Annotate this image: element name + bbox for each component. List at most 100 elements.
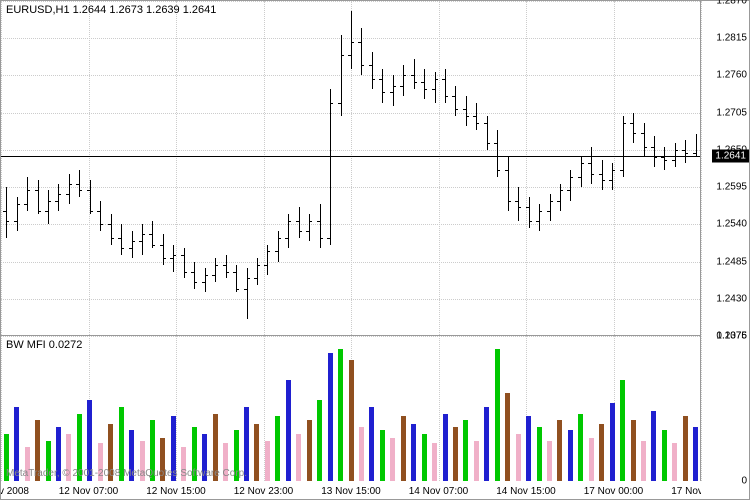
mfi-bar <box>380 430 385 481</box>
candle-close <box>38 211 41 212</box>
price-chart-panel[interactable]: EURUSD,H1 1.2644 1.2673 1.2639 1.2641 <box>1 1 701 336</box>
mfi-bar <box>338 349 343 481</box>
mfi-bar <box>557 420 562 481</box>
candle-close <box>508 201 511 202</box>
candle-open <box>223 265 226 266</box>
gridline-v <box>264 1 265 335</box>
candle-wick <box>466 96 467 126</box>
xaxis-label: 14 Nov 07:00 <box>409 486 469 497</box>
candle-open <box>118 238 121 239</box>
candle-wick <box>299 207 300 237</box>
candle-close <box>152 245 155 246</box>
candle-wick <box>184 248 185 278</box>
candle-close <box>393 86 396 87</box>
candle-close <box>539 211 542 212</box>
candle-open <box>348 55 351 56</box>
mfi-bar <box>401 416 406 481</box>
candle-wick <box>518 187 519 221</box>
mfi-bar <box>610 403 615 481</box>
candle-wick <box>320 204 321 248</box>
candle-wick <box>341 35 342 116</box>
candle-open <box>620 170 623 171</box>
xaxis: 11 Nov 200812 Nov 07:0012 Nov 15:0012 No… <box>1 479 701 499</box>
gridline-v <box>176 1 177 335</box>
candle-close <box>184 272 187 273</box>
candle-open <box>515 201 518 202</box>
candle-wick <box>424 69 425 99</box>
candle-open <box>254 278 257 279</box>
candle-wick <box>90 180 91 214</box>
candle-wick <box>633 113 634 143</box>
candle-open <box>693 153 696 154</box>
chart-title: EURUSD,H1 1.2644 1.2673 1.2639 1.2641 <box>6 4 216 16</box>
candle-open <box>557 201 560 202</box>
candle-close <box>90 211 93 212</box>
candle-wick <box>382 69 383 103</box>
candle-close <box>299 231 302 232</box>
candle-close <box>570 177 573 178</box>
candle-wick <box>570 170 571 200</box>
candle-open <box>682 150 685 151</box>
copyright-text: MetaTrader, © 2001-2008 MetaQuotes Softw… <box>6 468 247 479</box>
candle-close <box>372 79 375 80</box>
candle-close <box>602 180 605 181</box>
candle-open <box>327 238 330 239</box>
candle-close <box>205 275 208 276</box>
candle-wick <box>215 258 216 282</box>
price-ylabel: 1.2815 <box>716 33 747 44</box>
candle-wick <box>17 197 18 231</box>
mfi-ylabel: 0.1076 <box>716 331 747 342</box>
candle-wick <box>654 136 655 166</box>
candle-wick <box>664 147 665 171</box>
xaxis-label: 13 Nov 15:00 <box>321 486 381 497</box>
candle-close <box>560 190 563 191</box>
candle-wick <box>696 134 697 157</box>
mfi-bar <box>672 443 677 481</box>
mfi-bar <box>307 420 312 481</box>
candle-close <box>142 234 145 235</box>
mfi-bar <box>422 434 427 481</box>
candle-wick <box>623 116 624 177</box>
candle-wick <box>591 147 592 184</box>
candle-open <box>536 221 539 222</box>
xaxis-label: 12 Nov 23:00 <box>234 486 294 497</box>
candle-wick <box>100 201 101 231</box>
candle-open <box>66 194 69 195</box>
candle-open <box>212 275 215 276</box>
mfi-bar <box>631 420 636 481</box>
candle-open <box>390 92 393 93</box>
candle-wick <box>226 255 227 279</box>
mfi-chart-panel[interactable]: BW MFI 0.0272 MetaTrader, © 2001-2008 Me… <box>1 336 701 481</box>
candle-wick <box>330 89 331 245</box>
mfi-bar <box>317 400 322 481</box>
candle-close <box>6 221 9 222</box>
candle-close <box>612 170 615 171</box>
xaxis-label: 12 Nov 15:00 <box>146 486 206 497</box>
mfi-bar <box>474 441 479 481</box>
candle-close <box>48 201 51 202</box>
candle-wick <box>487 116 488 150</box>
candle-close <box>226 272 229 273</box>
mfi-bar <box>275 416 280 481</box>
candle-close <box>351 42 354 43</box>
candle-open <box>233 272 236 273</box>
candle-open <box>505 170 508 171</box>
mfi-bar <box>578 414 583 481</box>
candle-open <box>452 96 455 97</box>
candle-wick <box>257 258 258 285</box>
candle-close <box>58 194 61 195</box>
candle-open <box>306 231 309 232</box>
candle-wick <box>6 187 7 238</box>
candle-close <box>664 160 667 161</box>
candle-wick <box>351 11 352 69</box>
candle-close <box>27 190 30 191</box>
candle-open <box>191 272 194 273</box>
candle-close <box>278 238 281 239</box>
candle-wick <box>550 194 551 221</box>
candle-open <box>578 177 581 178</box>
candle-wick <box>58 184 59 211</box>
candle-close <box>111 238 114 239</box>
candle-open <box>672 160 675 161</box>
candle-wick <box>508 157 509 211</box>
candle-wick <box>393 75 394 105</box>
